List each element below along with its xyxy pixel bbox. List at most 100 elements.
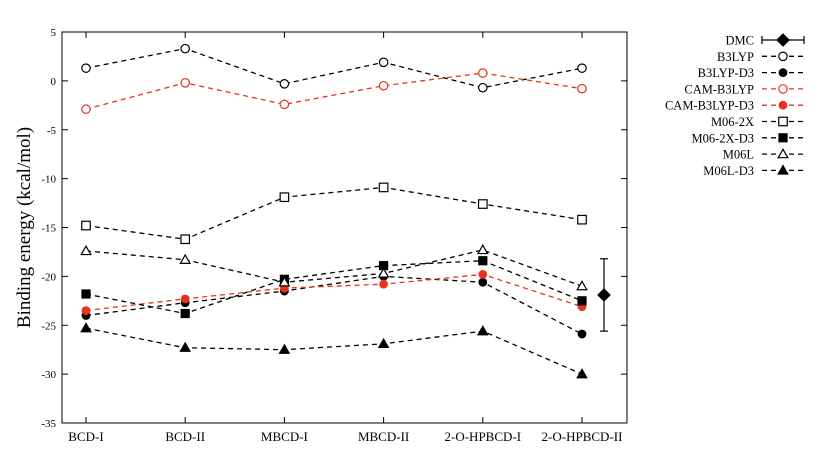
legend-label: DMC (726, 34, 754, 48)
series-m06-2x-d3 (81, 256, 587, 319)
legend-label: CAM-B3LYP (684, 82, 754, 96)
legend-item-cam-b3lyp: CAM-B3LYP (684, 82, 804, 96)
y-tick-label: -30 (41, 369, 56, 381)
series-m06-2x (81, 182, 587, 245)
data-point-m06l-d3 (179, 341, 192, 352)
data-point-m06-2x-d3 (478, 256, 488, 266)
data-point-b3lyp (81, 63, 91, 73)
data-point-cam-b3lyp-d3 (180, 294, 190, 304)
data-point-m06-2x (577, 214, 587, 225)
data-point-b3lyp-d3 (478, 277, 488, 287)
series-line-cam-b3lyp (85, 72, 583, 110)
data-point-m06-2x-d3 (577, 296, 587, 306)
y-tick-label: -10 (41, 174, 56, 186)
legend-label: M06L-D3 (703, 164, 754, 178)
legend-label: M06-2X (711, 115, 754, 129)
data-point-m06l (278, 276, 291, 287)
data-point-m06-2x (279, 192, 290, 203)
legend-item-b3lyp-d3: B3LYP-D3 (698, 66, 804, 80)
legend-label: B3LYP (717, 50, 754, 64)
legend-label: CAM-B3LYP-D3 (665, 99, 754, 113)
legend-item-dmc: DMC (726, 33, 805, 48)
axes: 5 0 -5 -10 -15 -20 -25 -30 -35 BCD-I BCD-II MBCD-I M… (41, 27, 628, 444)
series-dmc (597, 258, 611, 332)
plot-frame (61, 31, 628, 424)
legend: DMC B3LYP B3LYP-D3 CAM-B3LYP CAM-B3LYP-D3 M06… (665, 33, 805, 178)
series-line-b3lyp (85, 47, 583, 89)
data-point-m06-2x-d3 (180, 308, 190, 319)
data-point-m06-2x-d3 (81, 289, 91, 299)
data-point-m06-2x (477, 199, 488, 209)
data-point-b3lyp (477, 82, 488, 93)
data-point-b3lyp (180, 43, 190, 54)
series-layer (80, 43, 611, 379)
x-tick-label: 2-O-HPBCD-II (542, 429, 623, 444)
data-point-cam-b3lyp-d3 (81, 306, 91, 315)
legend-marker (778, 133, 788, 143)
legend-marker (778, 84, 788, 94)
series-line-b3lyp-d3 (85, 275, 583, 335)
legend-item-b3lyp: B3LYP (717, 50, 804, 64)
legend-marker (778, 51, 788, 62)
y-tick-label: -15 (41, 223, 56, 235)
data-point-b3lyp (279, 79, 290, 89)
data-point-m06l-d3 (278, 343, 291, 354)
data-point-b3lyp (378, 57, 389, 68)
data-point-m06l (80, 244, 92, 256)
legend-label: M06-2X-D3 (692, 131, 755, 145)
data-point-cam-b3lyp (378, 80, 389, 91)
data-point-m06-2x (81, 220, 91, 231)
legend-marker (777, 148, 789, 159)
legend-item-m06l: M06L (723, 148, 804, 162)
y-tick-label: 0 (51, 76, 57, 88)
legend-item-m06-2x-d3: M06-2X-D3 (692, 131, 804, 145)
data-point-m06l-d3 (576, 368, 588, 379)
data-point-m06l (179, 253, 192, 264)
legend-label: M06L (723, 148, 754, 162)
data-point-cam-b3lyp (81, 104, 91, 115)
data-point-m06l (377, 267, 390, 278)
data-point-m06l-d3 (476, 325, 489, 336)
x-tick-label: MBCD-I (261, 429, 308, 444)
series-line-m06-2x-d3 (85, 260, 583, 315)
data-point-dmc (597, 288, 611, 302)
data-point-m06l-d3 (377, 337, 390, 349)
series-b3lyp-d3 (81, 271, 587, 339)
data-point-m06-2x (378, 182, 389, 193)
legend-marker (778, 100, 788, 110)
data-point-m06l (476, 243, 489, 255)
legend-item-m06-2x: M06-2X (711, 115, 804, 129)
data-point-m06-2x (180, 234, 191, 245)
legend-marker (778, 68, 788, 77)
data-point-cam-b3lyp (180, 78, 190, 88)
data-point-cam-b3lyp-d3 (478, 270, 488, 279)
x-tick-label: BCD-II (165, 429, 205, 444)
data-point-m06l-d3 (80, 322, 92, 333)
series-line-cam-b3lyp-d3 (85, 273, 583, 312)
data-point-cam-b3lyp (577, 83, 587, 94)
y-tick-label: -35 (41, 418, 56, 430)
data-point-cam-b3lyp-d3 (379, 279, 389, 289)
data-point-cam-b3lyp (477, 68, 488, 78)
series-line-m06-2x (85, 186, 583, 240)
legend-marker (777, 164, 789, 175)
y-tick-label: -20 (41, 271, 56, 283)
y-tick-label: -25 (41, 320, 56, 332)
y-axis-title: Binding energy (kcal/mol) (14, 127, 35, 328)
data-point-cam-b3lyp (279, 99, 290, 110)
series-cam-b3lyp (81, 68, 587, 115)
data-point-b3lyp (577, 63, 587, 73)
x-tick-label: BCD-I (68, 429, 103, 444)
series-m06l-d3 (80, 322, 588, 379)
data-point-b3lyp-d3 (577, 329, 587, 339)
legend-item-cam-b3lyp-d3: CAM-B3LYP-D3 (665, 99, 804, 113)
legend-label: B3LYP-D3 (698, 66, 754, 80)
legend-item-m06l-d3: M06L-D3 (703, 164, 804, 178)
legend-marker (778, 116, 788, 127)
series-line-m06l-d3 (85, 327, 583, 375)
x-tick-label: 2-O-HPBCD-I (445, 429, 522, 444)
y-tick-label: -5 (47, 125, 57, 137)
series-m06l (80, 243, 588, 291)
series-line-m06l (85, 249, 583, 287)
